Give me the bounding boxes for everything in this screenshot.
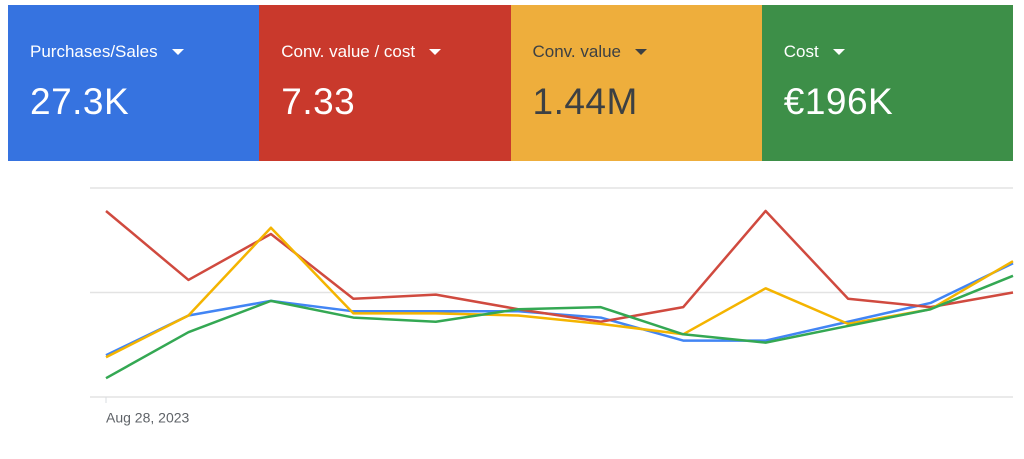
metric-name: Conv. value / cost (281, 42, 416, 61)
metric-cards: Purchases/Sales 27.3K Conv. value / cost 7.… (8, 5, 1013, 161)
metric-value: 1.44M (532, 81, 638, 122)
metric-card[interactable]: Conv. value 1.44M (510, 5, 762, 161)
metric-value: 7.33 (281, 81, 356, 122)
metric-card[interactable]: Cost €196K (761, 5, 1013, 161)
metric-name: Conv. value (532, 42, 622, 61)
metric-name: Cost (783, 42, 819, 61)
metric-value: €196K (783, 81, 894, 122)
series-line (105, 274, 1014, 380)
metric-selector[interactable]: Conv. value (533, 41, 762, 63)
x-tick-label: Aug 28, 2023 (106, 410, 190, 426)
metric-value: 27.3K (30, 81, 130, 122)
metric-card[interactable]: Purchases/Sales 27.3K (8, 5, 260, 161)
dropdown-caret (429, 49, 442, 55)
dropdown-caret (832, 49, 845, 55)
metric-name: Purchases/Sales (30, 42, 158, 61)
series-line (105, 226, 1014, 359)
dropdown-caret (171, 49, 184, 55)
metric-selector[interactable]: Purchases/Sales (30, 41, 259, 63)
metric-card[interactable]: Conv. value / cost 7.33 (259, 5, 511, 161)
dropdown-caret (635, 49, 648, 55)
metric-selector[interactable]: Cost (784, 41, 1013, 63)
metric-selector[interactable]: Conv. value / cost (281, 41, 510, 63)
